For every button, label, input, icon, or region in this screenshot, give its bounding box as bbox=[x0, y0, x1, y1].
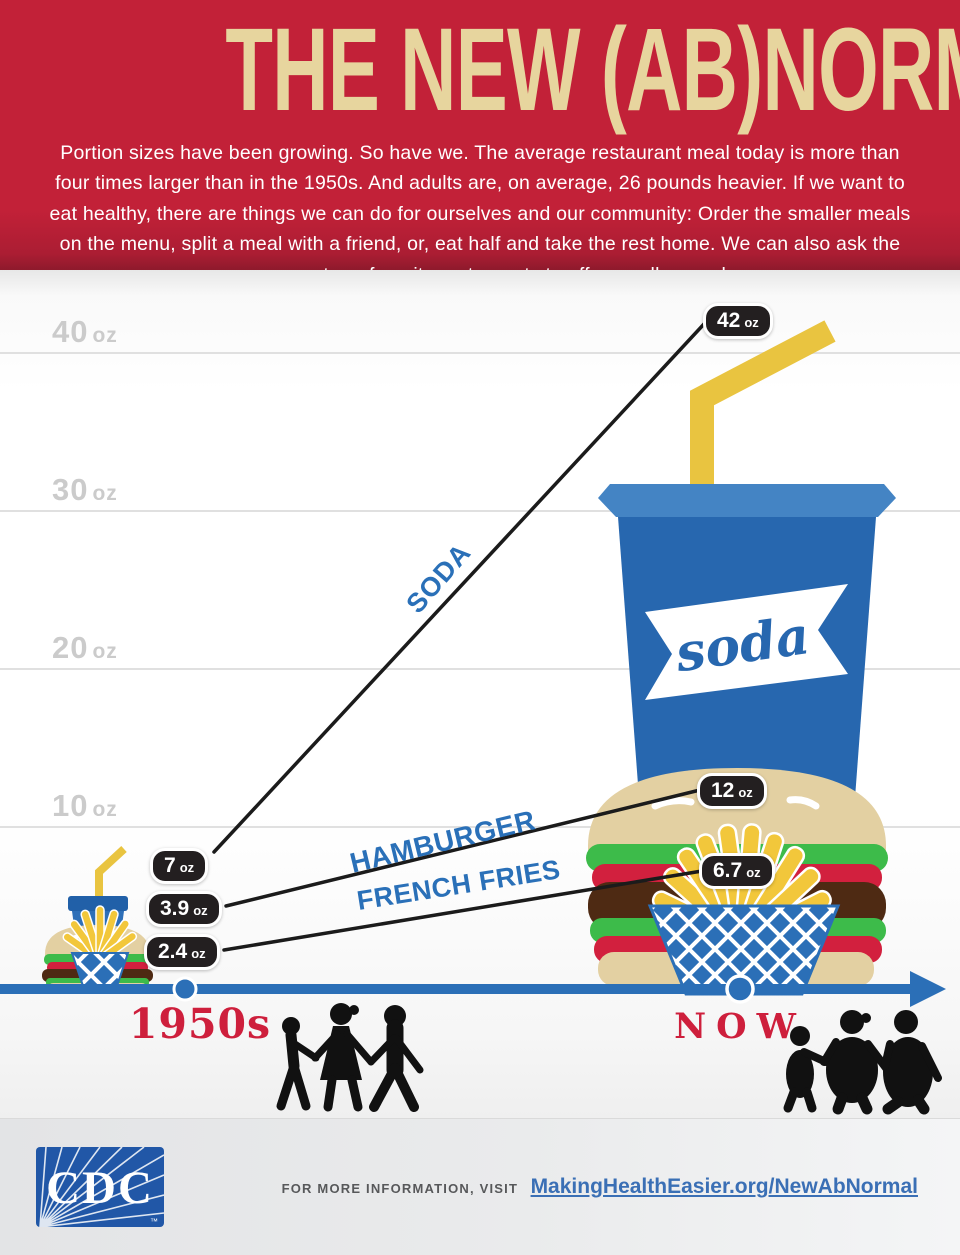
footer-info: FOR MORE INFORMATION, VISIT MakingHealth… bbox=[282, 1175, 918, 1199]
chart-area bbox=[0, 270, 960, 1118]
footer-link[interactable]: MakingHealthEasier.org/NewAbNormal bbox=[530, 1175, 918, 1198]
y-tick-10oz: 10 oz bbox=[52, 788, 118, 823]
hamburger-now-badge: 12 oz bbox=[697, 773, 767, 809]
y-tick-30oz: 30 oz bbox=[52, 472, 118, 507]
era-label-1950s: 1950s bbox=[128, 1000, 272, 1048]
french-fries-now-badge: 6.7 oz bbox=[699, 853, 775, 889]
gridline-30oz bbox=[0, 510, 960, 512]
intro-paragraph: Portion sizes have been growing. So have… bbox=[49, 142, 911, 286]
cdc-logo-text: CDC bbox=[46, 1162, 154, 1214]
soda-1950s-badge: 7 oz bbox=[150, 848, 209, 884]
footer-bar: CDC ™ FOR MORE INFORMATION, VISIT Making… bbox=[0, 1118, 960, 1255]
gridline-40oz bbox=[0, 352, 960, 354]
y-tick-20oz: 20 oz bbox=[52, 630, 118, 665]
era-label-now: NOW bbox=[674, 1006, 806, 1047]
soda-now-badge: 42 oz bbox=[703, 303, 773, 339]
french-fries-1950s-badge: 2.4 oz bbox=[144, 934, 220, 970]
hamburger-1950s-badge: 3.9 oz bbox=[146, 891, 222, 927]
title-wrap: THE NEW (AB)NORMAL bbox=[0, 4, 960, 136]
header-banner: THE NEW (AB)NORMAL Portion sizes have be… bbox=[0, 0, 960, 286]
gridline-20oz bbox=[0, 668, 960, 670]
cdc-logo: CDC ™ bbox=[36, 1147, 164, 1227]
cdc-trademark: ™ bbox=[150, 1217, 158, 1226]
page-title: THE NEW (AB)NORMAL bbox=[225, 4, 960, 136]
footer-info-prefix: FOR MORE INFORMATION, VISIT bbox=[281, 1181, 519, 1196]
y-tick-40oz: 40 oz bbox=[52, 314, 118, 349]
